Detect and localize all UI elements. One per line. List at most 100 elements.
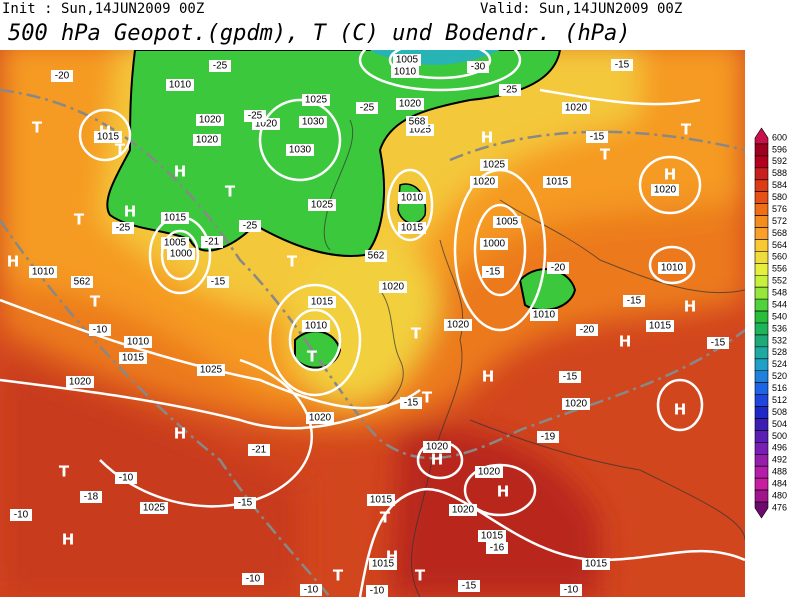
- label-box: [119, 352, 147, 364]
- pressure-center-label: H: [481, 129, 494, 147]
- label-box: [302, 320, 330, 332]
- colorbar-swatch: [754, 394, 769, 407]
- label-box: [646, 320, 674, 332]
- label-box: [559, 371, 581, 383]
- label-box: [80, 491, 102, 503]
- contour-label: 1025: [143, 503, 166, 514]
- label-box: [562, 102, 590, 114]
- colorbar-tick-label: 556: [772, 264, 787, 274]
- label-box: [423, 441, 451, 453]
- label-box: [193, 134, 221, 146]
- label-box: [582, 558, 610, 570]
- init-time: Init : Sun,14JUN2009 00Z: [2, 1, 204, 17]
- pressure-center-label: T: [415, 567, 426, 585]
- label-box: [300, 584, 322, 596]
- pressure-center-label: H: [684, 298, 697, 316]
- contour-label: 1015: [370, 495, 393, 506]
- colorbar-swatch: [754, 346, 769, 360]
- colorbar-swatch: [754, 501, 769, 519]
- colorbar-swatch: [754, 191, 769, 204]
- label-box: [560, 584, 582, 596]
- label-box: [391, 66, 419, 78]
- colorbar-tick-label: 524: [772, 359, 787, 369]
- colorbar-swatch: [754, 453, 769, 467]
- isobars: [0, 50, 745, 597]
- pressure-center-label: H: [174, 425, 187, 443]
- label-box: [369, 558, 397, 570]
- colorbar-swatch: [754, 322, 769, 336]
- contour-label: -25: [243, 221, 258, 232]
- colorbar-swatch: [754, 274, 769, 288]
- colorbar-swatch: [754, 406, 769, 419]
- label-box: [562, 398, 590, 410]
- label-box: [10, 509, 32, 521]
- label-box: [611, 59, 633, 71]
- pressure-center-label: H: [62, 531, 75, 549]
- contour-label: -16: [490, 543, 505, 554]
- colorbar-tick-label: 576: [772, 204, 787, 214]
- contour-label: 1025: [305, 95, 328, 106]
- colorbar-tick-label: 532: [772, 335, 787, 345]
- contour-label: -19: [541, 432, 556, 443]
- colorbar-swatch: [754, 239, 769, 252]
- contour-label: -25: [503, 85, 518, 96]
- contour-label: -10: [304, 585, 319, 596]
- contour-label: 1010: [305, 321, 328, 332]
- colorbar-tick-label: 512: [772, 395, 787, 405]
- label-box: [493, 216, 521, 228]
- label-box: [112, 222, 134, 234]
- contour-label: 1010: [169, 80, 192, 91]
- pressure-center-label: H: [482, 368, 495, 386]
- label-box: [201, 236, 223, 248]
- contour-label: 1015: [649, 321, 672, 332]
- label-box: [499, 84, 521, 96]
- colorbar-tick-label: 500: [772, 431, 787, 441]
- contour-label: -15: [615, 60, 630, 71]
- colorbar-tick-label: 548: [772, 288, 787, 298]
- colorbar-tick-label: 568: [772, 228, 787, 238]
- colorbar-swatch: [754, 418, 769, 431]
- contour-label: 1020: [447, 320, 470, 331]
- contour-label: 1010: [127, 337, 150, 348]
- colorbar-swatch: [754, 143, 769, 157]
- contour-label: 1005: [396, 55, 419, 66]
- contour-label: 1000: [170, 249, 193, 260]
- contour-label: -10: [93, 325, 108, 336]
- label-box: [400, 397, 422, 409]
- contour-label: 1020: [452, 505, 475, 516]
- pressure-center-label: H: [431, 451, 444, 469]
- label-box: [239, 220, 261, 232]
- contour-label: 1005: [164, 238, 187, 249]
- contour-label: 562: [74, 277, 91, 288]
- label-box: [366, 585, 388, 597]
- pressure-center-label: H: [124, 203, 137, 221]
- pressure-center-label: T: [287, 253, 298, 271]
- colorbar-swatch: [754, 179, 769, 193]
- pressure-center-label: T: [380, 509, 391, 527]
- pressure-center-label: T: [90, 293, 101, 311]
- label-box: [161, 212, 189, 224]
- label-box: [197, 364, 225, 376]
- contour-label: -15: [711, 338, 726, 349]
- pressure-center-label: H: [674, 401, 687, 419]
- label-box: [140, 502, 168, 514]
- contour-label: -25: [116, 223, 131, 234]
- contour-label: 1025: [409, 125, 432, 136]
- colorbar-swatch: [754, 334, 769, 348]
- contour-label: -15: [462, 581, 477, 592]
- colorbar-tick-label: 508: [772, 407, 787, 417]
- contour-label: -20: [55, 71, 70, 82]
- label-box: [367, 494, 395, 506]
- pressure-center-label: T: [411, 325, 422, 343]
- label-box: [115, 472, 137, 484]
- contour-label: 1020: [565, 399, 588, 410]
- colorbar-swatch: [754, 298, 769, 312]
- label-box: [66, 376, 94, 388]
- colorbar-tick-label: 496: [772, 443, 787, 453]
- contour-label: 1020: [565, 103, 588, 114]
- contour-label: 1015: [585, 559, 608, 570]
- label-box: [586, 131, 608, 143]
- pressure-center-label: H: [174, 163, 187, 181]
- label-box: [286, 144, 314, 156]
- label-box: [444, 319, 472, 331]
